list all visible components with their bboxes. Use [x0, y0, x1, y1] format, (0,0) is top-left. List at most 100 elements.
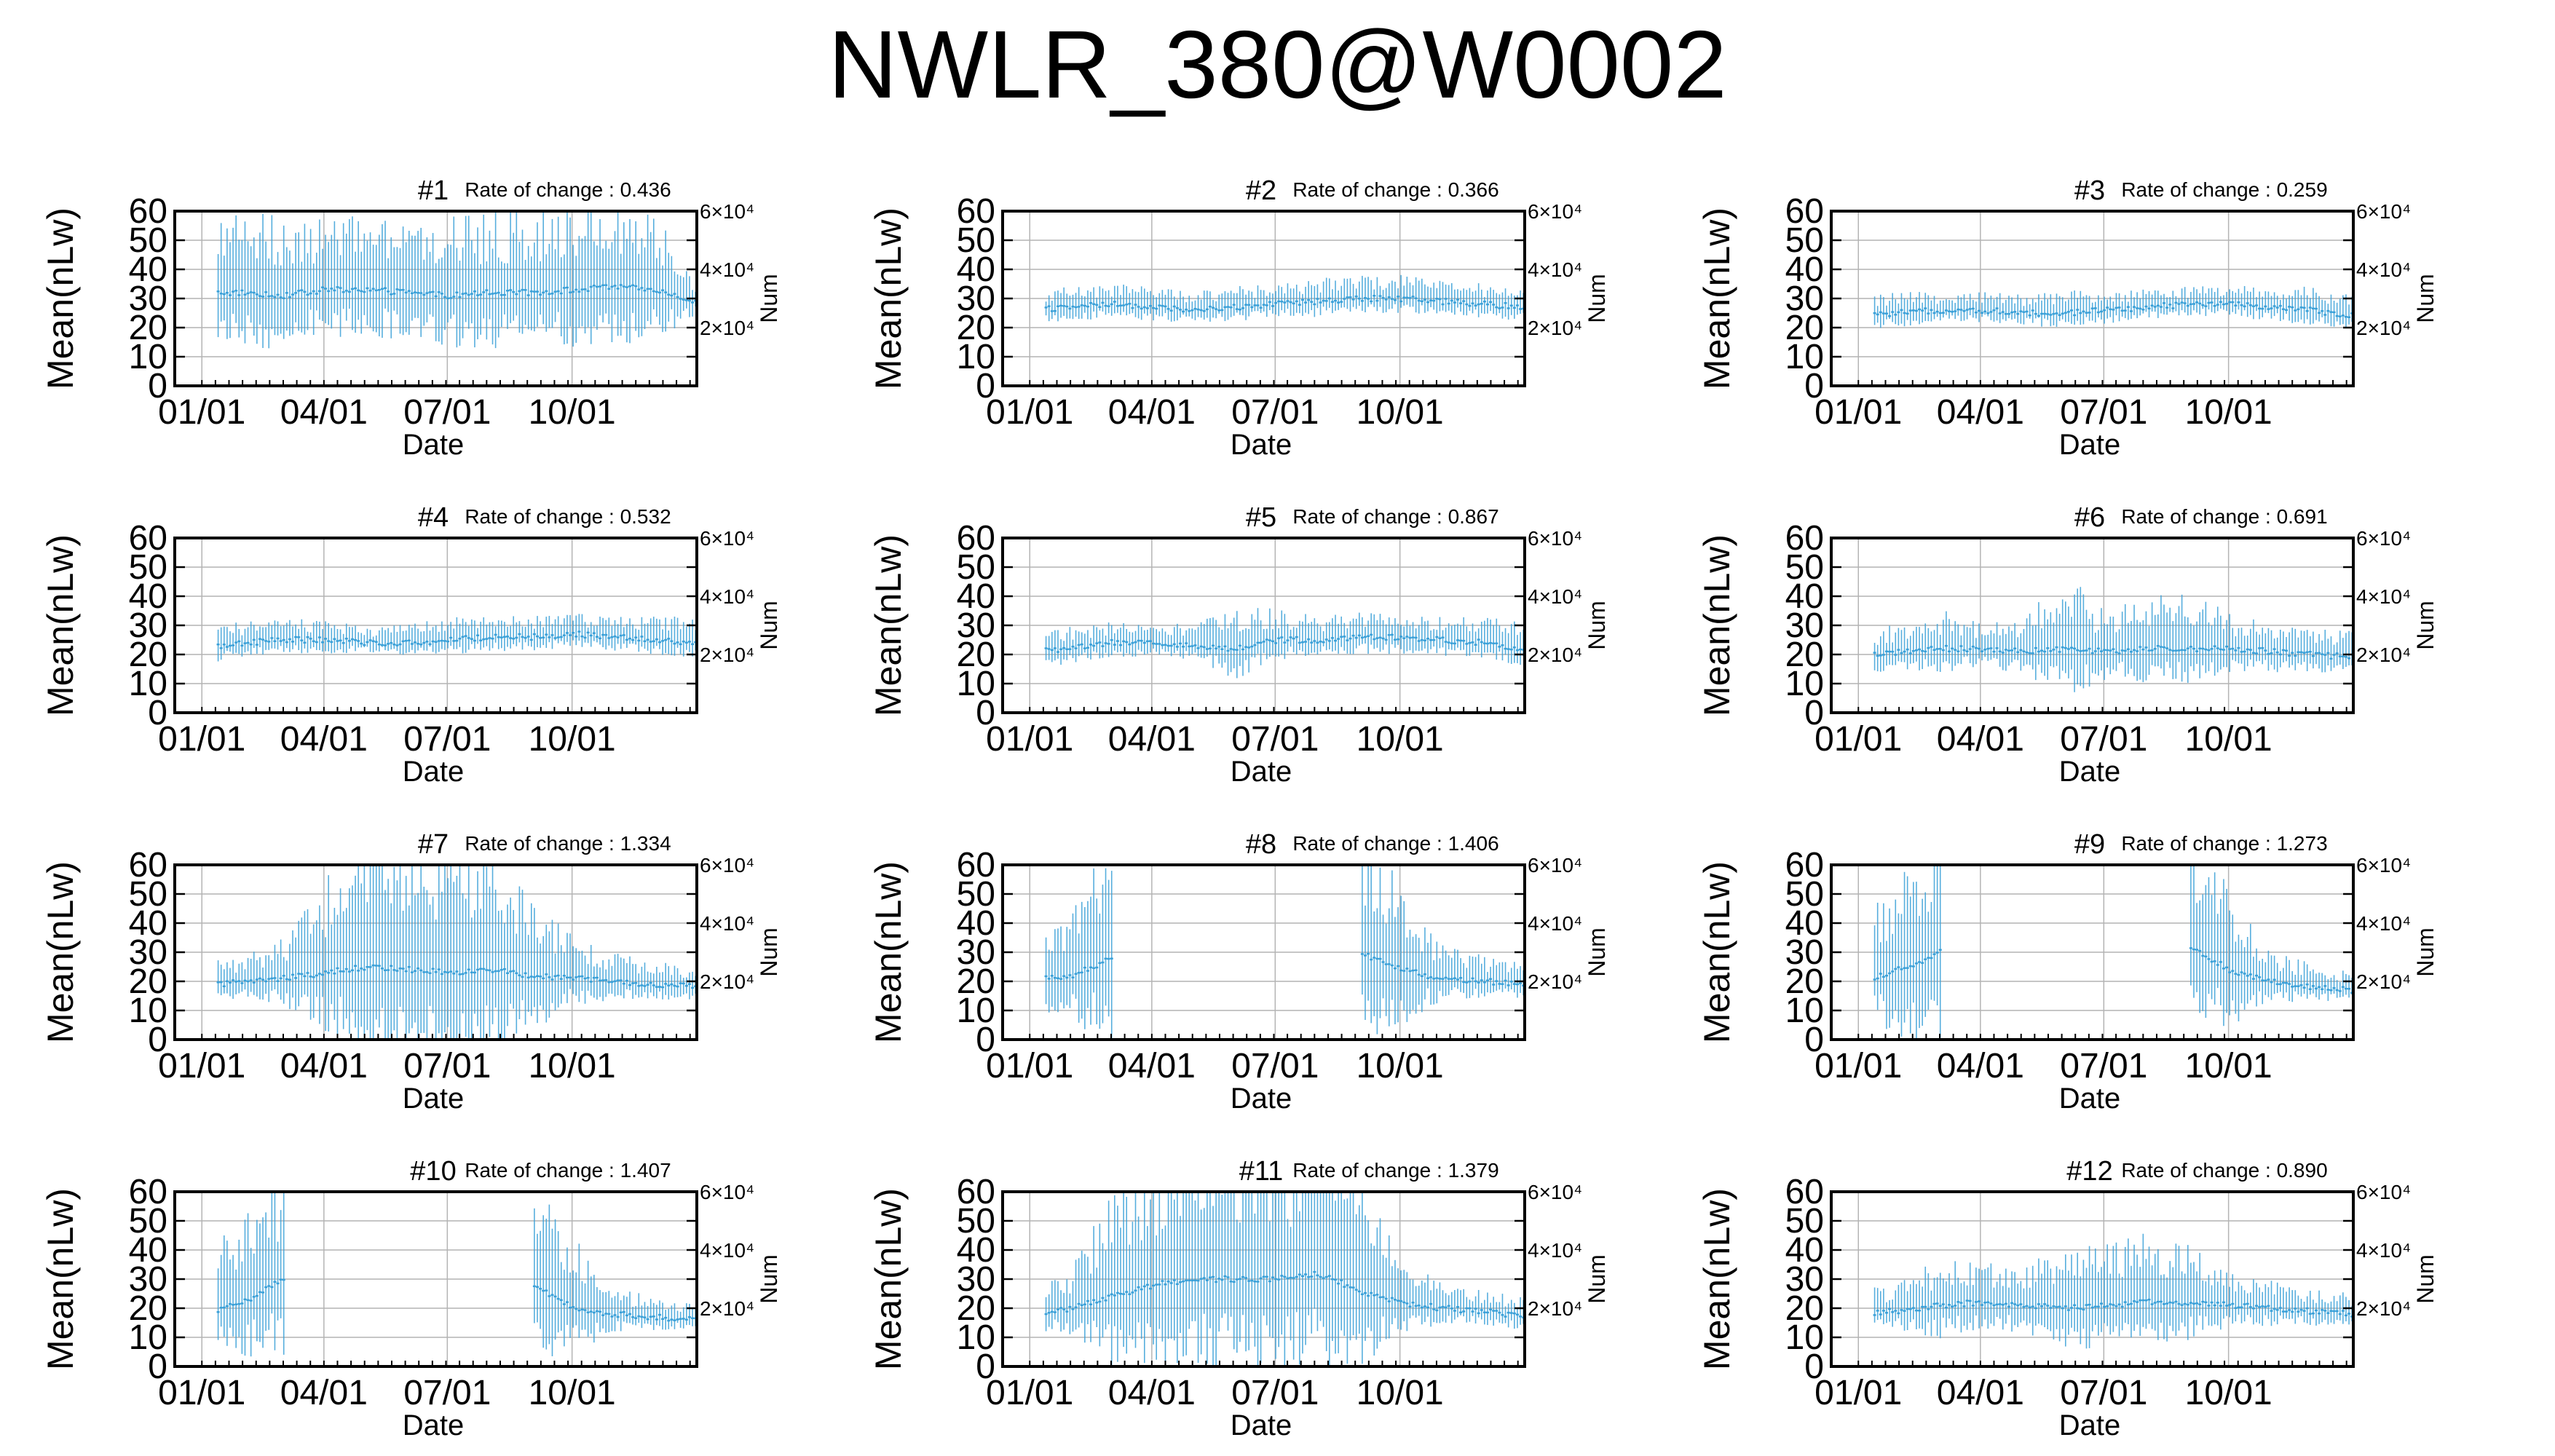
panel-title: #5	[1246, 502, 1276, 533]
y-axis-label: Mean(nLw)	[1697, 207, 1737, 389]
panel-title: #9	[2074, 829, 2105, 860]
y2-tick-label: 6×10⁴	[700, 527, 754, 550]
rate-of-change-label: Rate of change : 1.379	[1292, 1159, 1498, 1182]
x-tick-label: 07/01	[1231, 720, 1319, 759]
x-tick-label: 10/01	[1357, 1374, 1444, 1412]
y2-axis-label: Num	[1584, 927, 1610, 977]
y-tick-label: 30	[1785, 280, 1824, 318]
y2-tick-label: 6×10⁴	[1528, 527, 1582, 550]
y2-tick-label: 6×10⁴	[1528, 854, 1582, 877]
y-tick-label: 50	[1785, 221, 1824, 260]
x-axis-label: Date	[2059, 756, 2121, 788]
x-tick-label: 07/01	[1231, 1047, 1319, 1085]
y-tick-label: 10	[957, 665, 995, 703]
panel-title: #8	[1246, 829, 1276, 860]
y-tick-label: 20	[129, 309, 167, 347]
y2-tick-label: 4×10⁴	[2356, 258, 2411, 281]
y2-tick-label: 2×10⁴	[2356, 1297, 2411, 1320]
rate-of-change-label: Rate of change : 1.406	[1292, 832, 1498, 855]
y2-tick-label: 6×10⁴	[2356, 854, 2411, 877]
x-tick-label: 10/01	[1357, 393, 1444, 432]
y-tick-label: 0	[148, 367, 167, 405]
y2-tick-label: 2×10⁴	[700, 970, 754, 993]
rate-of-change-label: Rate of change : 0.259	[2121, 178, 2327, 201]
x-tick-label: 04/01	[1108, 1047, 1196, 1085]
y-tick-label: 30	[957, 1260, 995, 1299]
panel-title: #6	[2074, 502, 2105, 533]
y-tick-label: 20	[1785, 1289, 1824, 1328]
x-tick-label: 04/01	[1937, 1047, 2024, 1085]
y-axis-label: Mean(nLw)	[868, 1188, 909, 1370]
x-tick-label: 04/01	[1108, 393, 1196, 432]
y-tick-label: 30	[1785, 606, 1824, 645]
y2-tick-label: 2×10⁴	[2356, 644, 2411, 666]
y-tick-label: 40	[1785, 250, 1824, 289]
y-tick-label: 60	[957, 519, 995, 558]
x-tick-label: 10/01	[1357, 720, 1444, 759]
y-tick-label: 0	[148, 1021, 167, 1059]
x-tick-label: 07/01	[403, 1047, 491, 1085]
y2-axis-label: Num	[2412, 601, 2438, 650]
x-tick-label: 01/01	[158, 1047, 245, 1085]
y-axis-label: Mean(nLw)	[1697, 534, 1737, 716]
y2-tick-label: 6×10⁴	[700, 854, 754, 877]
y-tick-label: 60	[1785, 192, 1824, 231]
y-axis-label: Mean(nLw)	[40, 534, 81, 716]
x-tick-label: 07/01	[403, 1374, 491, 1412]
y-tick-label: 20	[957, 962, 995, 1001]
panel-title: #11	[1239, 1156, 1284, 1187]
y-tick-label: 0	[1804, 1348, 1824, 1386]
rate-of-change-label: Rate of change : 0.867	[1292, 505, 1498, 528]
y2-axis-label: Num	[756, 1254, 782, 1304]
rate-of-change-label: Rate of change : 1.407	[465, 1159, 671, 1182]
rate-of-change-label: Rate of change : 0.691	[2121, 505, 2327, 528]
y2-axis-label: Num	[756, 927, 782, 977]
y-tick-label: 50	[1785, 548, 1824, 587]
x-axis-label: Date	[1231, 429, 1292, 461]
y-tick-label: 40	[957, 250, 995, 289]
x-tick-label: 10/01	[529, 1047, 616, 1085]
y-tick-label: 60	[129, 519, 167, 558]
y2-tick-label: 2×10⁴	[1528, 1297, 1582, 1320]
y-tick-label: 10	[129, 1318, 167, 1357]
x-tick-label: 07/01	[2060, 1374, 2147, 1412]
x-axis-label: Date	[403, 756, 465, 788]
y-tick-label: 30	[129, 606, 167, 645]
y-tick-label: 50	[129, 221, 167, 260]
panel-title: #2	[1246, 175, 1276, 206]
y-tick-label: 20	[1785, 636, 1824, 674]
y-tick-label: 60	[957, 1173, 995, 1211]
x-tick-label: 10/01	[2185, 1047, 2272, 1085]
y-tick-label: 40	[129, 904, 167, 943]
x-axis-label: Date	[2059, 1083, 2121, 1115]
x-tick-label: 04/01	[280, 720, 368, 759]
x-tick-label: 07/01	[403, 720, 491, 759]
y-tick-label: 30	[957, 280, 995, 318]
x-tick-label: 10/01	[2185, 1374, 2272, 1412]
y2-tick-label: 4×10⁴	[2356, 1239, 2411, 1262]
y-tick-label: 20	[129, 636, 167, 674]
y-tick-label: 50	[129, 548, 167, 587]
y2-tick-label: 4×10⁴	[700, 912, 754, 935]
y2-tick-label: 2×10⁴	[2356, 317, 2411, 339]
y-tick-label: 40	[129, 1231, 167, 1270]
y-tick-label: 40	[1785, 1231, 1824, 1270]
y2-tick-label: 4×10⁴	[2356, 912, 2411, 935]
x-tick-label: 04/01	[1937, 393, 2024, 432]
y2-tick-label: 2×10⁴	[700, 644, 754, 666]
y-tick-label: 30	[957, 606, 995, 645]
y2-axis-label: Num	[1584, 1254, 1610, 1304]
y-tick-label: 30	[1785, 933, 1824, 972]
y2-tick-label: 4×10⁴	[1528, 912, 1582, 935]
page-title: NWLR_380@W0002	[828, 11, 1727, 118]
x-tick-label: 01/01	[158, 720, 245, 759]
y-tick-label: 60	[129, 846, 167, 885]
x-tick-label: 01/01	[1814, 1374, 1902, 1412]
